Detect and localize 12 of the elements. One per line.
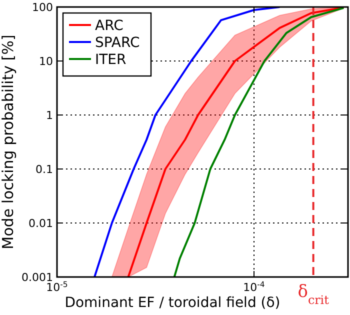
- x-tick-label: 10$^{-4}$: [243, 280, 265, 294]
- x-axis-title: Dominant EF / toroidal field (δ): [64, 295, 280, 311]
- legend-label: ITER: [95, 52, 127, 68]
- y-axis-title: Mode locking probability [%]: [0, 34, 17, 250]
- y-tick-label: 0.1: [36, 163, 53, 176]
- y-tick-label: 1: [46, 109, 53, 122]
- y-tick-label: 0.01: [28, 217, 53, 230]
- ref-line-label: δ$_{crit}$: [298, 282, 330, 307]
- legend-label: SPARC: [95, 35, 140, 51]
- legend-label: ARC: [95, 18, 124, 34]
- y-tick-label: 100: [32, 1, 53, 14]
- y-tick-label: 10: [39, 55, 53, 68]
